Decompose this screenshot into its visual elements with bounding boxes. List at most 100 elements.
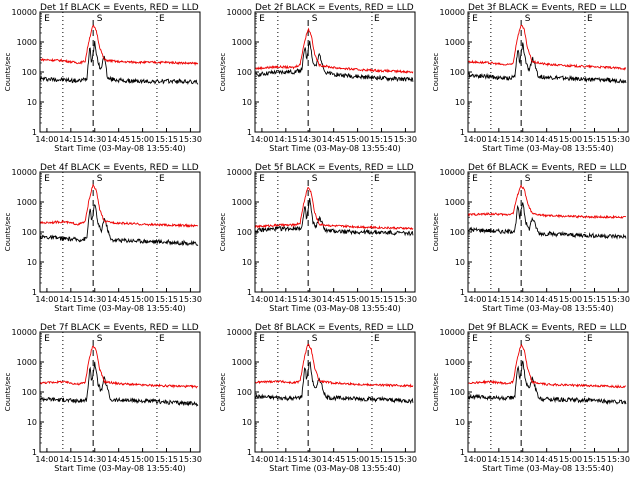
plot-frame <box>467 11 629 133</box>
chart-panel: Det 2f BLACK = Events, RED = LLD 1 10 100 10… <box>219 3 417 153</box>
event-marker-label: S <box>312 334 318 344</box>
events-series-line <box>255 361 414 405</box>
y-axis-label: Counts/sec <box>432 373 440 412</box>
chart-panel: Det 7f BLACK = Events, RED = LLD 1 10 100 10… <box>4 323 202 473</box>
x-tick-label: 14:45 <box>535 295 558 304</box>
chart-title: Det 7f BLACK = Events, RED = LLD <box>40 323 199 333</box>
event-marker-label: E <box>159 14 165 24</box>
events-series-line <box>468 42 627 84</box>
x-tick-label: 14:30 <box>83 455 106 464</box>
chart-title: Det 6f BLACK = Events, RED = LLD <box>468 163 627 173</box>
x-tick-label: 15:00 <box>346 455 369 464</box>
y-tick-label: 10 <box>455 98 465 107</box>
event-marker-label: S <box>525 14 531 24</box>
event-marker-label: E <box>259 174 265 184</box>
x-tick-label: 14:15 <box>274 135 297 144</box>
event-marker-label: E <box>587 334 593 344</box>
y-tick-label: 10 <box>242 98 252 107</box>
lld-series-line <box>40 24 199 66</box>
events-series-line <box>468 202 627 240</box>
lld-series-line <box>40 183 199 228</box>
y-tick-label: 1000 <box>232 358 252 367</box>
chart-title: Det 2f BLACK = Events, RED = LLD <box>255 3 414 13</box>
y-tick-label: 1 <box>32 448 37 457</box>
event-marker-label: E <box>259 334 265 344</box>
x-tick-label: 14:00 <box>35 135 58 144</box>
y-tick-label: 1000 <box>445 38 465 47</box>
events-series-line <box>40 40 199 85</box>
chart-panel: Det 1f BLACK = Events, RED = LLD 1 10 100 10… <box>4 3 202 153</box>
x-tick-label: 15:15 <box>155 295 178 304</box>
y-axis-label: Counts/sec <box>432 213 440 252</box>
event-marker-label: E <box>44 14 50 24</box>
lld-series-line <box>468 343 627 389</box>
x-tick-label: 14:00 <box>463 295 486 304</box>
plot-frame <box>39 171 201 293</box>
x-tick-label: 15:00 <box>131 295 154 304</box>
event-marker-label: E <box>374 14 380 24</box>
y-tick-label: 100 <box>450 228 465 237</box>
lld-series-line <box>255 186 414 231</box>
x-tick-label: 14:00 <box>463 455 486 464</box>
x-tick-label: 14:00 <box>463 135 486 144</box>
x-axis-label: Start Time (03-May-08 13:55:40) <box>54 144 185 153</box>
y-tick-label: 10000 <box>227 8 252 17</box>
x-tick-label: 14:30 <box>298 135 321 144</box>
event-marker-label: S <box>97 174 103 184</box>
event-marker-label: S <box>312 174 318 184</box>
events-series-line <box>255 198 414 237</box>
x-tick-label: 14:45 <box>322 295 345 304</box>
x-tick-label: 14:15 <box>59 135 82 144</box>
y-tick-label: 100 <box>22 388 37 397</box>
chart-title: Det 3f BLACK = Events, RED = LLD <box>468 3 627 13</box>
x-axis-label: Start Time (03-May-08 13:55:40) <box>54 464 185 473</box>
chart-title: Det 4f BLACK = Events, RED = LLD <box>40 163 199 173</box>
x-tick-label: 14:00 <box>250 455 273 464</box>
x-tick-label: 14:00 <box>35 455 58 464</box>
x-tick-label: 15:15 <box>583 455 606 464</box>
chart-panel: Det 3f BLACK = Events, RED = LLD 1 10 100 10… <box>432 3 630 153</box>
y-tick-label: 10 <box>455 258 465 267</box>
lld-series-line <box>468 24 627 71</box>
y-axis-label: Counts/sec <box>219 53 227 92</box>
x-tick-label: 14:00 <box>250 135 273 144</box>
y-tick-label: 100 <box>237 388 252 397</box>
y-tick-label: 10000 <box>12 168 37 177</box>
y-tick-label: 1000 <box>445 358 465 367</box>
y-tick-label: 1000 <box>17 358 37 367</box>
y-tick-label: 1 <box>460 448 465 457</box>
chart-title: Det 9f BLACK = Events, RED = LLD <box>468 323 627 333</box>
plot-frame <box>467 331 629 453</box>
event-marker-label: E <box>587 14 593 24</box>
event-marker-label: E <box>44 174 50 184</box>
x-tick-label: 14:30 <box>511 455 534 464</box>
x-tick-label: 15:30 <box>607 295 630 304</box>
chart-panel: Det 6f BLACK = Events, RED = LLD 1 10 100 10… <box>432 163 630 313</box>
chart-title: Det 8f BLACK = Events, RED = LLD <box>255 323 414 333</box>
event-marker-label: S <box>97 14 103 24</box>
y-tick-label: 1000 <box>232 198 252 207</box>
lld-series-line <box>40 345 199 390</box>
x-axis-label: Start Time (03-May-08 13:55:40) <box>482 304 613 313</box>
x-tick-label: 14:15 <box>487 135 510 144</box>
x-tick-label: 14:30 <box>511 135 534 144</box>
x-tick-label: 15:00 <box>559 135 582 144</box>
x-tick-label: 14:45 <box>535 455 558 464</box>
plot-frame <box>39 331 201 453</box>
y-tick-label: 10000 <box>12 8 37 17</box>
x-tick-label: 15:15 <box>583 295 606 304</box>
y-tick-label: 10000 <box>440 328 465 337</box>
y-axis-label: Counts/sec <box>432 53 440 92</box>
x-tick-label: 14:30 <box>83 295 106 304</box>
y-tick-label: 100 <box>450 388 465 397</box>
x-axis-label: Start Time (03-May-08 13:55:40) <box>54 304 185 313</box>
x-tick-label: 15:15 <box>583 135 606 144</box>
y-tick-label: 10 <box>27 258 37 267</box>
event-marker-label: S <box>525 174 531 184</box>
y-tick-label: 1 <box>247 128 252 137</box>
x-axis-label: Start Time (03-May-08 13:55:40) <box>482 144 613 153</box>
y-axis-label: Counts/sec <box>4 213 12 252</box>
x-tick-label: 15:30 <box>394 295 417 304</box>
y-tick-label: 1 <box>247 288 252 297</box>
x-tick-label: 15:30 <box>179 135 202 144</box>
